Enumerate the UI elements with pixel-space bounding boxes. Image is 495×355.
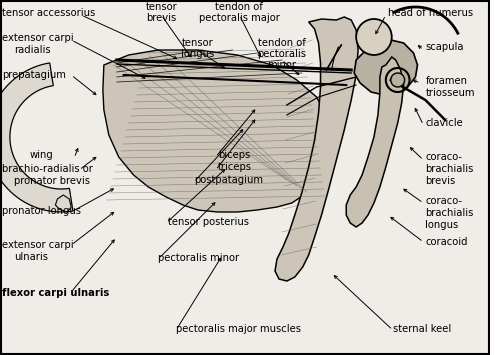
Text: tendon of: tendon of — [258, 38, 306, 48]
Text: flexor carpi ulnaris: flexor carpi ulnaris — [2, 288, 109, 298]
Text: scapula: scapula — [425, 42, 464, 52]
Text: extensor carpi: extensor carpi — [2, 240, 74, 250]
Text: clavicle: clavicle — [425, 118, 463, 128]
Polygon shape — [55, 195, 71, 212]
Circle shape — [391, 73, 404, 87]
Text: coraco-: coraco- — [425, 196, 462, 206]
Text: triceps: triceps — [218, 162, 251, 172]
Text: pronator brevis: pronator brevis — [14, 176, 90, 186]
Polygon shape — [0, 63, 73, 212]
Text: prepatagium: prepatagium — [2, 70, 66, 80]
Text: pectoralis major: pectoralis major — [199, 13, 280, 23]
Text: extensor carpi: extensor carpi — [2, 33, 74, 43]
Text: brevis: brevis — [146, 13, 176, 23]
Text: tensor: tensor — [182, 38, 214, 48]
Text: tensor posterius: tensor posterius — [168, 217, 249, 227]
Text: head of humerus: head of humerus — [388, 8, 473, 18]
Text: tendon of: tendon of — [215, 2, 263, 12]
Polygon shape — [354, 40, 417, 95]
Text: ulnaris: ulnaris — [14, 252, 48, 262]
Text: pectoralis major muscles: pectoralis major muscles — [176, 324, 301, 334]
Text: coraco-: coraco- — [425, 152, 462, 162]
Text: coracoid: coracoid — [425, 237, 468, 247]
Text: brevis: brevis — [425, 176, 455, 186]
Text: postpatagium: postpatagium — [194, 175, 263, 185]
Polygon shape — [275, 17, 358, 281]
Text: brachialis: brachialis — [425, 164, 474, 174]
Text: sternal keel: sternal keel — [393, 324, 451, 334]
Text: tensor: tensor — [146, 2, 177, 12]
Text: foramen: foramen — [425, 76, 467, 86]
Text: pectoralis minor: pectoralis minor — [158, 253, 240, 263]
Text: minor: minor — [267, 60, 297, 70]
Text: longus: longus — [425, 220, 459, 230]
Polygon shape — [346, 57, 403, 227]
Text: pectoralis: pectoralis — [257, 49, 306, 59]
Text: biceps: biceps — [218, 150, 250, 160]
Polygon shape — [103, 50, 332, 212]
Text: pronator longus: pronator longus — [2, 206, 81, 216]
Text: tensor accessorius: tensor accessorius — [2, 8, 95, 18]
Text: wing: wing — [30, 150, 53, 160]
Text: brachio-radialis or: brachio-radialis or — [2, 164, 93, 174]
Text: radialis: radialis — [14, 45, 50, 55]
Text: triosseum: triosseum — [425, 88, 475, 98]
Text: longus: longus — [181, 49, 214, 59]
Text: brachialis: brachialis — [425, 208, 474, 218]
Circle shape — [356, 19, 392, 55]
